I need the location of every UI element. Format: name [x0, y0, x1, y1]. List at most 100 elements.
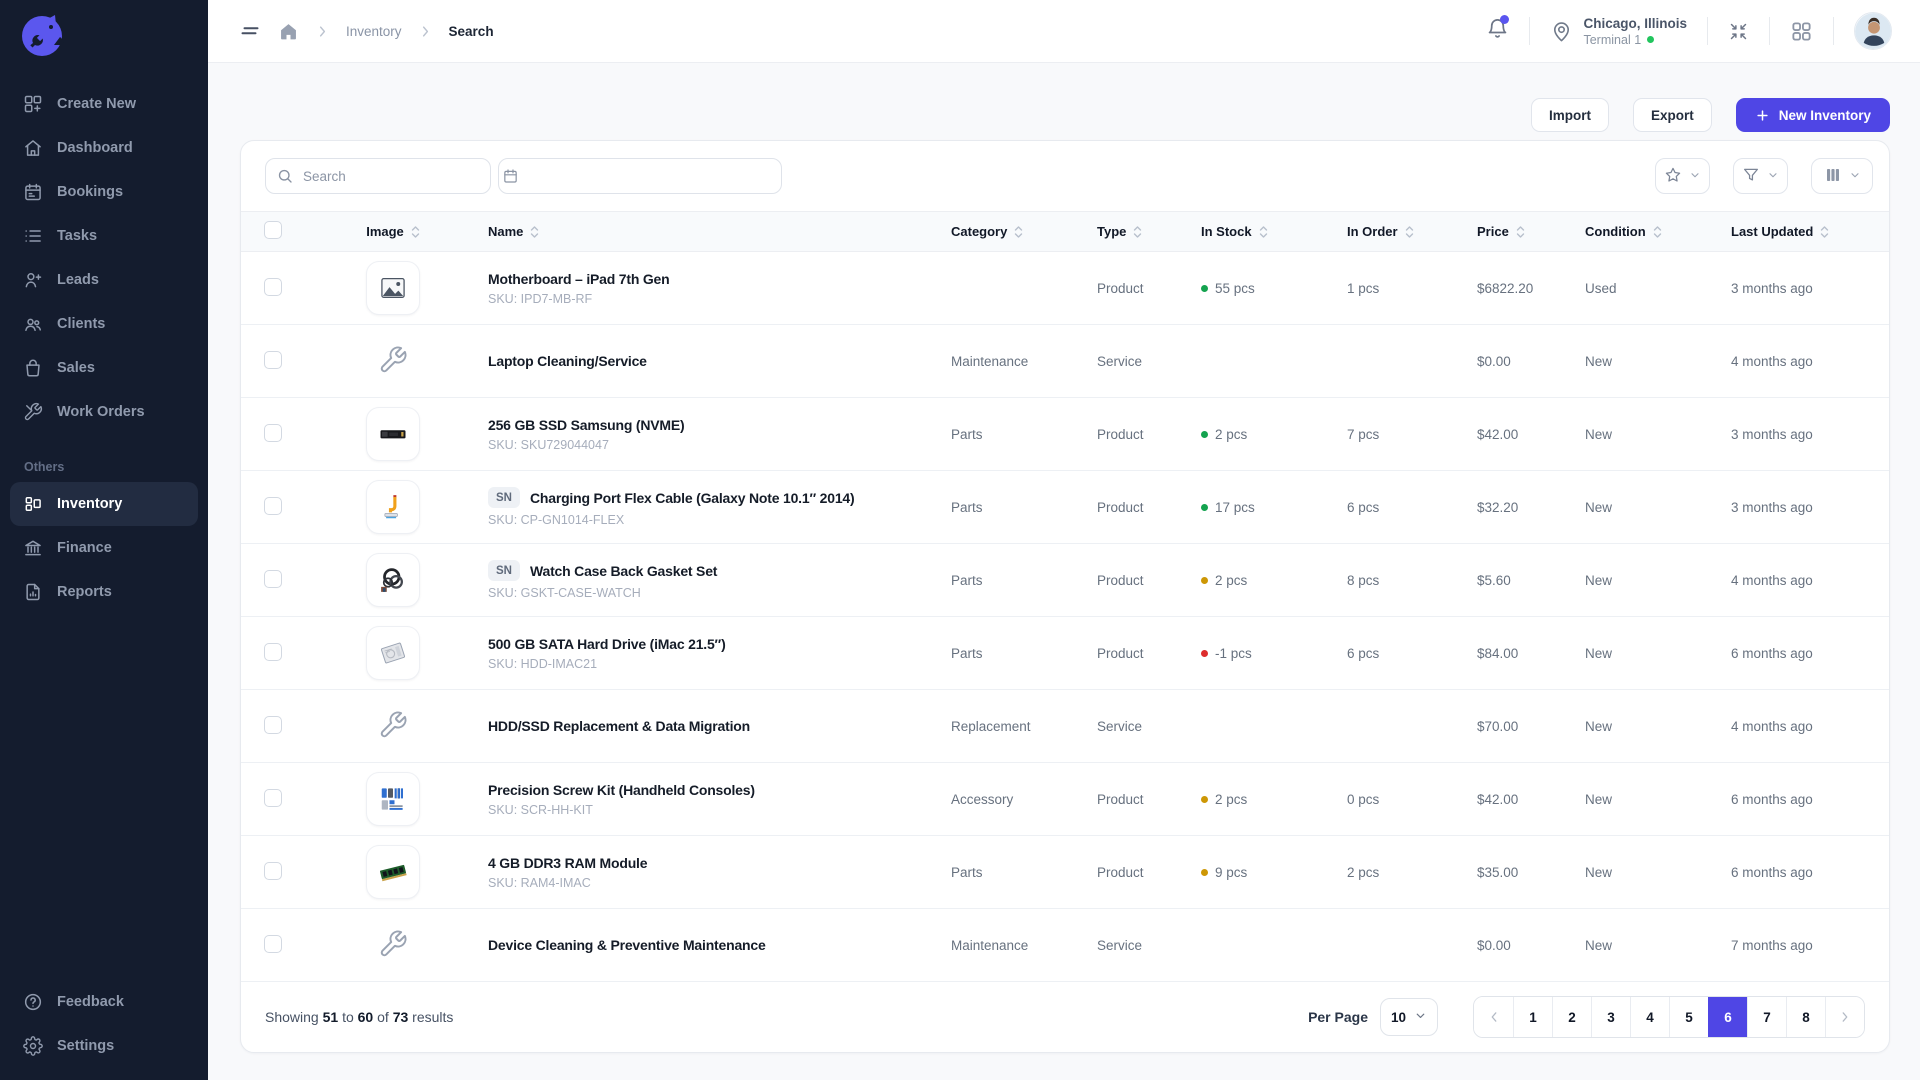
page-toolbar: Import Export New Inventory — [240, 98, 1890, 132]
notifications-button[interactable] — [1486, 15, 1510, 45]
table-row[interactable]: Laptop Cleaning/Service Maintenance Servic… — [241, 324, 1889, 398]
row-checkbox[interactable] — [264, 569, 282, 588]
sidebar-item-work-orders[interactable]: Work Orders — [10, 390, 198, 434]
brand-logo-icon[interactable] — [20, 12, 66, 58]
column-header-in-stock[interactable]: In Stock — [1201, 224, 1252, 239]
date-filter-input[interactable] — [498, 158, 782, 194]
table-row[interactable]: 4 GB DDR3 RAM Module SKU: RAM4-IMAC Parts P… — [241, 835, 1889, 909]
item-name: Precision Screw Kit (Handheld Consoles) — [488, 781, 755, 798]
row-price-cell: $0.00 — [1461, 908, 1569, 982]
item-sku: SKU: HDD-IMAC21 — [488, 656, 598, 671]
search-input[interactable] — [265, 158, 491, 194]
row-checkbox[interactable] — [264, 423, 282, 442]
table-row[interactable]: Motherboard – iPad 7th Gen SKU: IPD7-MB-R… — [241, 251, 1889, 325]
page-4-button[interactable]: 4 — [1630, 997, 1669, 1037]
breadcrumb-inventory[interactable]: Inventory — [346, 23, 402, 39]
row-in-order-cell: 8 pcs — [1331, 543, 1461, 617]
page-7-button[interactable]: 7 — [1747, 997, 1786, 1037]
sort-icon — [1516, 225, 1525, 238]
previous-page-button[interactable] — [1474, 997, 1513, 1037]
sidebar-item-clients[interactable]: Clients — [10, 302, 198, 346]
sort-icon — [1821, 225, 1829, 238]
sidebar-item-inventory[interactable]: Inventory — [10, 482, 198, 526]
sidebar-item-tasks[interactable]: Tasks — [10, 214, 198, 258]
row-checkbox[interactable] — [264, 788, 282, 807]
plus-icon — [1755, 108, 1770, 123]
page-1-button[interactable]: 1 — [1513, 997, 1552, 1037]
row-name-cell: 4 GB DDR3 RAM Module SKU: RAM4-IMAC — [457, 835, 935, 909]
page-8-button[interactable]: 8 — [1786, 997, 1825, 1037]
row-price-cell: $0.00 — [1461, 324, 1569, 398]
menu-toggle-icon[interactable] — [238, 19, 262, 43]
table-row[interactable]: 256 GB SSD Samsung (NVME) SKU: SKU7290440… — [241, 397, 1889, 471]
sidebar-item-leads[interactable]: Leads — [10, 258, 198, 302]
screw-kit-thumbnail — [366, 772, 420, 826]
item-name: 500 GB SATA Hard Drive (iMac 21.5″) — [488, 635, 726, 652]
column-header-type[interactable]: Type — [1097, 224, 1127, 239]
page-6-button[interactable]: 6 — [1708, 997, 1747, 1037]
table-row[interactable]: HDD/SSD Replacement & Data Migration Repl… — [241, 689, 1889, 763]
column-header-last-updated[interactable]: Last Updated — [1731, 224, 1814, 239]
table-row[interactable]: 500 GB SATA Hard Drive (iMac 21.5″) SKU: … — [241, 616, 1889, 690]
per-page-select[interactable]: 10 — [1380, 998, 1438, 1036]
store-location-selector[interactable]: Chicago, Illinois Terminal 1 — [1550, 16, 1687, 47]
row-in-order-cell — [1331, 324, 1461, 398]
import-button[interactable]: Import — [1530, 98, 1609, 132]
row-type-cell: Service — [1081, 908, 1185, 982]
column-header-name[interactable]: Name — [488, 224, 524, 239]
export-button[interactable]: Export — [1632, 98, 1712, 132]
page-5-button[interactable]: 5 — [1669, 997, 1708, 1037]
new-inventory-button[interactable]: New Inventory — [1735, 98, 1890, 132]
sidebar-item-sales[interactable]: Sales — [10, 346, 198, 390]
sidebar: Create New Dashboard Bookings Tasks Lead… — [0, 0, 208, 1080]
sidebar-item-reports[interactable]: Reports — [10, 570, 198, 614]
table-row[interactable]: Device Cleaning & Preventive Maintenance… — [241, 908, 1889, 982]
sidebar-item-finance[interactable]: Finance — [10, 526, 198, 570]
row-checkbox[interactable] — [264, 277, 282, 296]
column-header-in-order[interactable]: In Order — [1347, 224, 1398, 239]
sidebar-section-label: Others — [24, 460, 65, 474]
apps-grid-button[interactable] — [1790, 20, 1813, 43]
sidebar-item-create-new[interactable]: Create New — [10, 82, 198, 126]
row-checkbox[interactable] — [264, 350, 282, 369]
serialized-badge: SN — [488, 560, 520, 581]
table-header-row: Image Name Category Type In Stock In Ord… — [241, 211, 1889, 252]
row-category-cell: Parts — [935, 835, 1081, 909]
notification-badge — [1500, 15, 1510, 24]
table-row[interactable]: SN Charging Port Flex Cable (Galaxy Note … — [241, 470, 1889, 544]
column-header-condition[interactable]: Condition — [1585, 224, 1646, 239]
table-row[interactable]: Precision Screw Kit (Handheld Consoles) S… — [241, 762, 1889, 836]
collapse-view-button[interactable] — [1728, 21, 1749, 42]
favorites-filter-button[interactable] — [1655, 158, 1710, 194]
row-condition-cell: New — [1569, 762, 1715, 836]
columns-button[interactable] — [1811, 158, 1873, 194]
breadcrumb: Inventory Search — [238, 19, 494, 43]
sidebar-item-dashboard[interactable]: Dashboard — [10, 126, 198, 170]
select-all-checkbox[interactable] — [264, 221, 282, 239]
column-header-category[interactable]: Category — [951, 224, 1008, 239]
page-3-button[interactable]: 3 — [1591, 997, 1630, 1037]
hard-drive-thumbnail — [366, 626, 420, 680]
row-type-cell: Service — [1081, 324, 1185, 398]
divider — [1769, 17, 1770, 45]
breadcrumb-search: Search — [448, 23, 494, 39]
sidebar-item-settings[interactable]: Settings — [10, 1024, 198, 1068]
row-checkbox[interactable] — [264, 934, 282, 953]
next-page-button[interactable] — [1825, 997, 1864, 1037]
row-image-cell — [329, 835, 457, 909]
row-checkbox[interactable] — [264, 496, 282, 515]
row-checkbox[interactable] — [264, 715, 282, 734]
sidebar-item-bookings[interactable]: Bookings — [10, 170, 198, 214]
column-header-price[interactable]: Price — [1477, 224, 1509, 239]
row-checkbox[interactable] — [264, 861, 282, 880]
row-checkbox[interactable] — [264, 642, 282, 661]
user-avatar[interactable] — [1854, 12, 1892, 50]
home-breadcrumb-icon[interactable] — [278, 21, 299, 42]
table-row[interactable]: SN Watch Case Back Gasket Set SKU: GSKT-CA… — [241, 543, 1889, 617]
page-2-button[interactable]: 2 — [1552, 997, 1591, 1037]
column-header-image[interactable]: Image — [366, 224, 404, 239]
sidebar-item-feedback[interactable]: Feedback — [10, 980, 198, 1024]
row-name-cell: Device Cleaning & Preventive Maintenance — [457, 908, 935, 982]
filter-button[interactable] — [1733, 158, 1788, 194]
row-select-cell — [241, 762, 329, 836]
